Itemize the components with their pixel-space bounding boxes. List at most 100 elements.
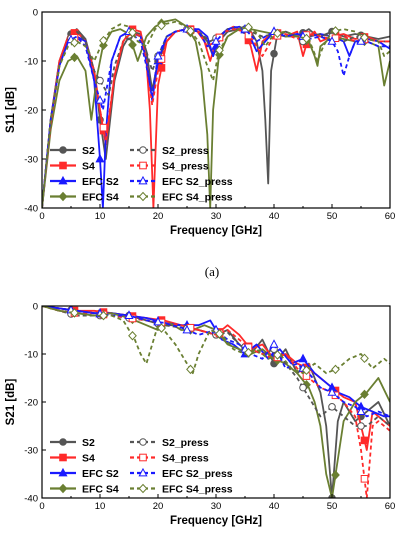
legend-marker <box>138 467 148 477</box>
series-marker-s4-press <box>360 475 369 483</box>
legend-label: EFC S2_press <box>162 176 233 188</box>
y-tick-label: -20 <box>24 106 38 117</box>
series-line-s2-press <box>42 306 390 427</box>
legend-marker <box>139 146 147 154</box>
x-tick-label: 60 <box>385 211 396 222</box>
plot-area-s11 <box>42 18 390 208</box>
series-marker-efc-s4-press <box>360 353 369 364</box>
series-marker-s2-press <box>357 422 365 430</box>
y-tick-label: -20 <box>24 398 38 409</box>
series-marker-efc-s4-press <box>273 28 282 39</box>
series-line-efc-s4-press <box>42 20 390 208</box>
x-tick-label: 50 <box>327 211 338 222</box>
legend-marker <box>58 191 68 202</box>
series-marker-efc-s4-press <box>331 26 340 36</box>
legend-label: EFC S4_press <box>162 484 233 496</box>
plot-area-s21 <box>42 306 390 498</box>
figure-caption-a: (a) <box>205 264 219 279</box>
series-marker-s2-press <box>328 403 336 411</box>
x-tick-label: 50 <box>327 501 338 512</box>
series-marker-efc-s2-press <box>153 316 163 326</box>
series-marker-efc-s4 <box>128 40 137 50</box>
chart-s21: 0 10 20 30 40 50 60 0 -10 -20 -30 -40 Frequency [GHz… <box>5 302 395 528</box>
series-marker-efc-s2 <box>298 353 308 363</box>
x-tick-label: 0 <box>39 501 44 512</box>
chart-s11: 0 10 20 30 40 50 60 0 -10 -20 -30 -40 Frequency [GHz… <box>5 8 395 238</box>
series-marker-s2 <box>270 49 278 58</box>
series-marker-s4 <box>157 64 166 72</box>
x-tick-label: 10 <box>95 501 106 512</box>
legend-label: EFC S4 <box>82 484 119 496</box>
x-tick-label: 40 <box>269 211 280 222</box>
series-marker-efc-s2-press <box>269 339 279 348</box>
series-marker-s2-press <box>96 76 104 85</box>
legend-label: EFC S2_press <box>162 468 233 480</box>
legend-label: S4 <box>82 161 95 173</box>
series-marker-efc-s4-press <box>186 364 195 375</box>
x-tick-label: 0 <box>39 211 44 222</box>
y-tick-label: 0 <box>33 302 38 313</box>
series-marker-s4 <box>360 436 369 445</box>
legend-label: S2_press <box>162 145 209 157</box>
series-marker-efc-s4-press <box>302 365 311 376</box>
x-tick-label: 20 <box>153 501 164 512</box>
x-tick-label: 30 <box>211 501 222 512</box>
series-marker-efc-s2-press <box>356 406 366 415</box>
x-tick-label: 10 <box>95 211 106 222</box>
legend-marker <box>138 483 148 494</box>
series-marker-efc-s4-press <box>244 22 253 32</box>
series-marker-efc-s4-press <box>70 37 79 48</box>
legend-label: S4_press <box>162 161 209 173</box>
y-tick-label: -10 <box>24 57 38 68</box>
series-marker-efc-s4-press <box>128 331 137 341</box>
x-axis-label: Frequency [GHz] <box>170 225 262 237</box>
series-line-efc-s4 <box>42 18 390 208</box>
series-marker-efc-s4-press <box>157 323 166 333</box>
legend-marker <box>59 453 67 462</box>
legend-marker <box>139 438 147 446</box>
series-marker-efc-s4-press <box>273 350 282 360</box>
legend-marker <box>59 161 67 170</box>
y-axis-label: S11 [dB] <box>5 87 17 133</box>
y-tick-label: -30 <box>24 155 38 166</box>
series-marker-efc-s2-press <box>153 50 163 60</box>
legend-marker <box>138 175 148 185</box>
series-line-efc-s2-press <box>42 306 390 418</box>
series-marker-efc-s2-press <box>356 36 366 45</box>
series-marker-efc-s4-press <box>186 26 195 36</box>
legend-label: EFC S2 <box>82 468 119 480</box>
series-line-efc-s2 <box>42 306 390 418</box>
y-tick-label: -30 <box>24 446 38 457</box>
series-marker-efc-s2-press <box>211 36 221 45</box>
legend-marker <box>58 483 68 494</box>
series-marker-efc-s4-press <box>70 308 79 318</box>
legend-marker <box>139 453 147 462</box>
x-tick-label: 30 <box>211 211 222 222</box>
series-marker-efc-s2-press <box>95 95 105 104</box>
series-marker-efc-s2-press <box>124 310 134 319</box>
legend-label: EFC S2 <box>82 176 119 188</box>
legend-marker <box>139 161 147 170</box>
legend-label: S4_press <box>162 453 209 465</box>
series-marker-efc-s2 <box>95 153 105 163</box>
legend-label: EFC S4_press <box>162 192 233 204</box>
series-marker-efc-s4 <box>331 470 340 480</box>
series-marker-efc-s4-press <box>99 310 108 321</box>
series-marker-efc-s2-press <box>182 324 192 334</box>
series-marker-efc-s4-press <box>302 33 311 44</box>
series-marker-efc-s4 <box>70 52 79 63</box>
legend-label: S2_press <box>162 437 209 449</box>
series-line-s4-press <box>42 306 390 498</box>
legend: S2 S4 EFC S2 EFC S4 S2_press S4_press EFC S2_p… <box>50 145 233 204</box>
series-marker-s2-press <box>299 383 307 392</box>
legend-marker <box>59 438 67 446</box>
legend-marker <box>59 146 67 154</box>
series-marker-efc-s4-press <box>215 329 224 339</box>
legend: S2 S4 EFC S2 EFC S4 S2_press S4_press EFC S2_p… <box>50 437 233 496</box>
y-tick-label: -10 <box>24 350 38 361</box>
series-marker-efc-s4-press <box>244 347 253 358</box>
legend-label: S2 <box>82 145 95 157</box>
legend-label: S4 <box>82 453 95 465</box>
y-tick-label: -40 <box>24 494 38 505</box>
